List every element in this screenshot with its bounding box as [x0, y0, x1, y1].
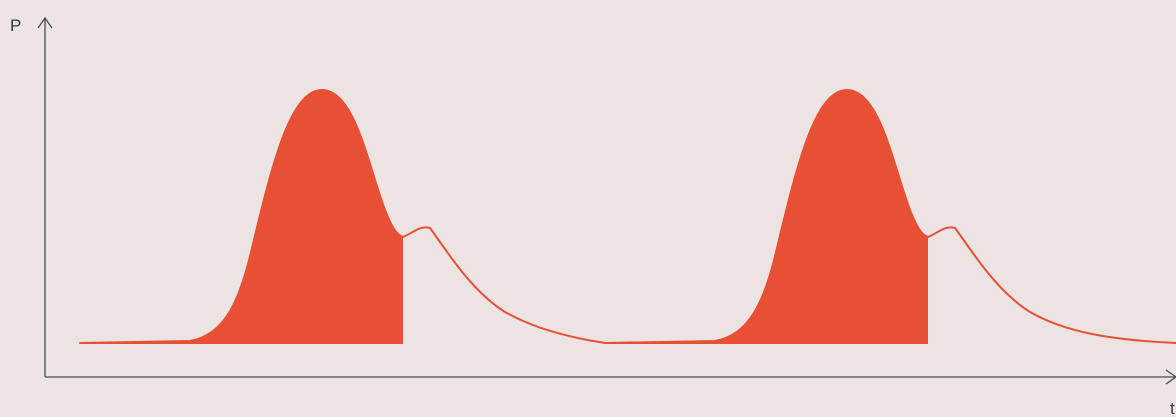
systolic-area-2	[605, 90, 928, 344]
x-axis-label: t	[1170, 399, 1175, 417]
x-axis-arrowhead	[1165, 369, 1176, 385]
y-axis-arrowhead	[37, 16, 53, 29]
systolic-area-1	[80, 90, 403, 344]
axes: P t	[10, 16, 1176, 417]
y-axis-label: P	[10, 16, 21, 35]
pressure-waveform-line	[79, 89, 1176, 344]
waveform	[79, 89, 1176, 344]
